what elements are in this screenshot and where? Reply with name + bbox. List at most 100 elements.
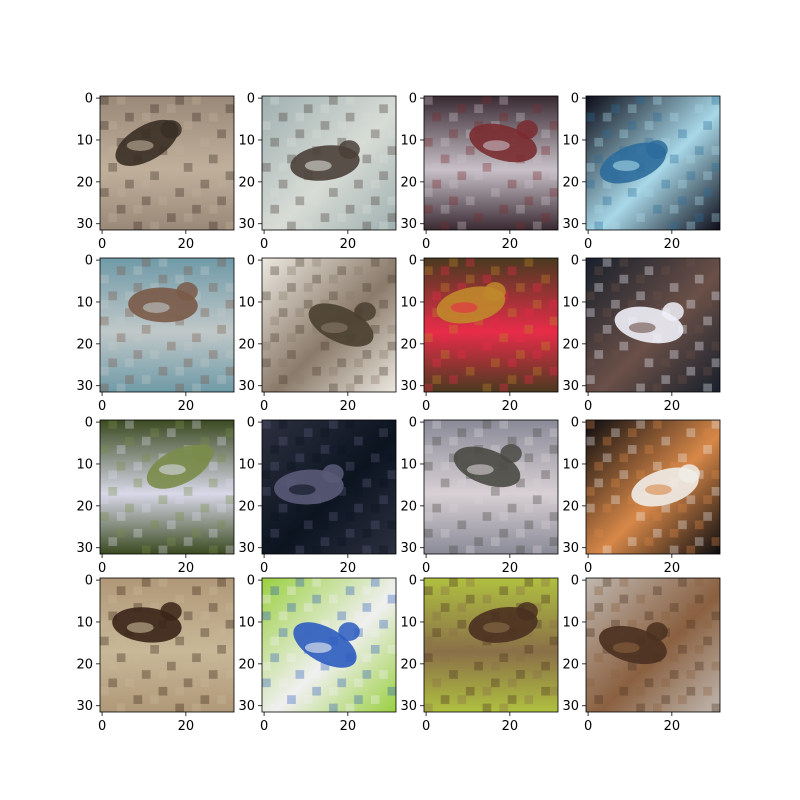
generated-image <box>100 96 234 230</box>
axes-frame <box>585 419 721 555</box>
image-panel-8: 0 20 0 10 20 30 <box>562 254 721 414</box>
x-tick-label: 0 <box>584 237 592 252</box>
x-tick-label: 20 <box>340 719 357 734</box>
y-tick-label: 20 <box>238 657 255 672</box>
axes-frame <box>585 95 721 231</box>
generated-image <box>262 258 396 392</box>
y-tick-label: 20 <box>400 337 417 352</box>
y-tick-label: 10 <box>400 295 417 310</box>
y-tick-label: 0 <box>409 92 417 107</box>
axes-frame <box>423 257 559 393</box>
generated-image <box>262 96 396 230</box>
generated-image <box>100 578 234 712</box>
y-tick-label: 30 <box>562 379 579 394</box>
axes-frame <box>99 419 235 555</box>
y-tick-label: 10 <box>238 133 255 148</box>
y-tick-label: 10 <box>238 457 255 472</box>
y-tick-label: 10 <box>76 295 93 310</box>
generated-image <box>586 96 720 230</box>
y-tick-label: 0 <box>85 574 93 589</box>
axes-frame <box>99 257 235 393</box>
x-tick-label: 20 <box>664 561 681 576</box>
x-tick-label: 20 <box>664 719 681 734</box>
y-tick-label: 30 <box>400 379 417 394</box>
y-tick-label: 10 <box>76 457 93 472</box>
y-tick-label: 0 <box>247 254 255 269</box>
y-tick-label: 20 <box>562 499 579 514</box>
generated-image <box>262 578 396 712</box>
image-panel-10: 0 20 0 10 20 30 <box>238 416 397 576</box>
image-panel-12: 0 20 0 10 20 30 <box>562 416 721 576</box>
x-tick-label: 0 <box>422 399 430 414</box>
y-tick-label: 30 <box>76 699 93 714</box>
x-tick-label: 20 <box>340 399 357 414</box>
generated-image <box>262 420 396 554</box>
x-tick-label: 0 <box>422 561 430 576</box>
y-tick-label: 20 <box>562 337 579 352</box>
y-tick-label: 30 <box>400 541 417 556</box>
generated-image <box>424 96 558 230</box>
generated-image <box>424 578 558 712</box>
y-tick-label: 20 <box>76 499 93 514</box>
image-panel-7: 0 20 0 10 20 30 <box>400 254 559 414</box>
y-tick-label: 10 <box>76 615 93 630</box>
image-panel-6: 0 20 0 10 20 30 <box>238 254 397 414</box>
y-tick-label: 20 <box>400 175 417 190</box>
y-tick-label: 10 <box>400 133 417 148</box>
y-tick-label: 20 <box>400 499 417 514</box>
y-tick-label: 10 <box>76 133 93 148</box>
x-tick-label: 0 <box>98 237 106 252</box>
x-tick-label: 0 <box>98 561 106 576</box>
y-tick-label: 30 <box>238 699 255 714</box>
x-tick-label: 20 <box>502 237 519 252</box>
y-tick-label: 0 <box>571 254 579 269</box>
y-tick-label: 30 <box>76 541 93 556</box>
generated-image <box>424 258 558 392</box>
y-tick-label: 10 <box>238 615 255 630</box>
x-tick-label: 20 <box>178 399 195 414</box>
y-tick-label: 20 <box>76 657 93 672</box>
generated-image <box>586 258 720 392</box>
x-tick-label: 0 <box>260 399 268 414</box>
axes-frame <box>423 419 559 555</box>
generated-image <box>586 420 720 554</box>
image-panel-15: 0 20 0 10 20 30 <box>400 574 559 734</box>
x-tick-label: 0 <box>584 399 592 414</box>
x-tick-label: 0 <box>584 561 592 576</box>
axes-frame <box>261 257 397 393</box>
generated-image <box>100 420 234 554</box>
generated-image <box>424 420 558 554</box>
x-tick-label: 20 <box>664 237 681 252</box>
x-tick-label: 0 <box>422 237 430 252</box>
x-tick-label: 20 <box>340 561 357 576</box>
y-tick-label: 10 <box>562 133 579 148</box>
y-tick-label: 30 <box>238 217 255 232</box>
y-tick-label: 20 <box>76 175 93 190</box>
x-tick-label: 20 <box>178 237 195 252</box>
image-panel-14: 0 20 0 10 20 30 <box>238 574 397 734</box>
y-tick-label: 30 <box>562 541 579 556</box>
x-tick-label: 0 <box>260 719 268 734</box>
y-tick-label: 0 <box>85 92 93 107</box>
y-tick-label: 10 <box>562 615 579 630</box>
image-panel-16: 0 20 0 10 20 30 <box>562 574 721 734</box>
y-tick-label: 10 <box>562 457 579 472</box>
image-panel-3: 0 20 0 10 20 30 <box>400 92 559 252</box>
x-tick-label: 0 <box>260 561 268 576</box>
y-tick-label: 10 <box>400 457 417 472</box>
axes-frame <box>261 577 397 713</box>
x-tick-label: 0 <box>98 399 106 414</box>
axes-frame <box>423 95 559 231</box>
y-tick-label: 20 <box>238 499 255 514</box>
y-tick-label: 20 <box>400 657 417 672</box>
axes-frame <box>585 257 721 393</box>
y-tick-label: 0 <box>247 416 255 431</box>
y-tick-label: 30 <box>400 217 417 232</box>
generated-image <box>586 578 720 712</box>
y-tick-label: 0 <box>409 574 417 589</box>
y-tick-label: 30 <box>562 699 579 714</box>
y-tick-label: 30 <box>238 541 255 556</box>
y-tick-label: 0 <box>409 254 417 269</box>
image-panel-9: 0 20 0 10 20 30 <box>76 416 235 576</box>
image-panel-4: 0 20 0 10 20 30 <box>562 92 721 252</box>
